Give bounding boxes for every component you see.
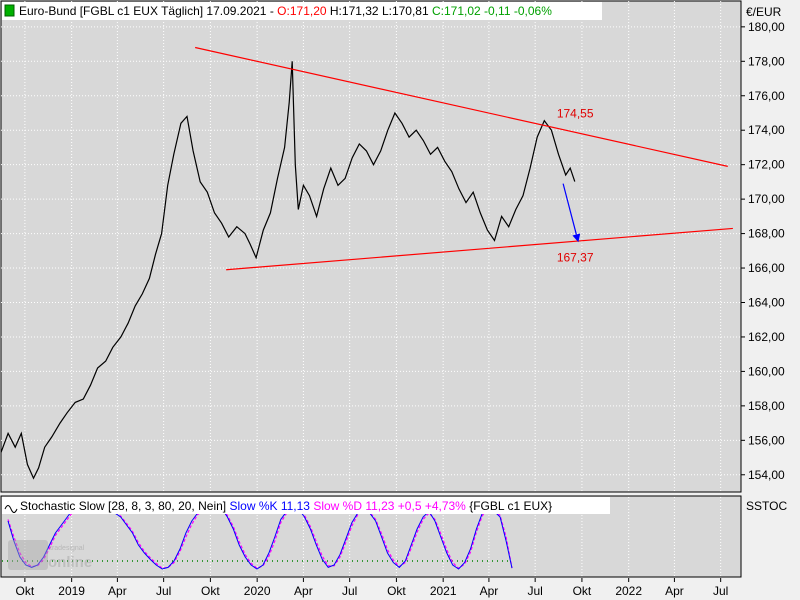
chart-header: Euro-Bund [FGBL c1 EUX Täglich] 17.09.20… — [19, 4, 552, 18]
stochastic-axis — [742, 496, 799, 577]
close-value: C:171,02 — [432, 4, 481, 18]
x-tick-label: Apr — [294, 584, 313, 598]
stochastic-header-bar — [2, 497, 610, 514]
time-axis[interactable] — [0, 578, 800, 600]
lower-trendline[interactable] — [226, 227, 733, 271]
y-tick-label: 174,00 — [748, 123, 785, 137]
x-tick-label: Okt — [573, 584, 592, 598]
y-tick-label: 172,00 — [748, 158, 785, 172]
x-tick-label: Apr — [665, 584, 684, 598]
x-tick-label: Apr — [108, 584, 127, 598]
x-tick-label: Okt — [201, 584, 220, 598]
x-grid-main — [24, 1, 722, 492]
y-tick-label: 162,00 — [748, 330, 785, 344]
x-tick-label: Okt — [16, 584, 35, 598]
y-tick-label: 156,00 — [748, 433, 785, 447]
header-bar — [2, 2, 602, 20]
high-value: H:171,32 — [330, 4, 379, 18]
change-value: -0,11 — [484, 4, 511, 18]
y-tick-label: 170,00 — [748, 192, 785, 206]
x-tick-label: 2021 — [430, 584, 457, 598]
chart-title: Euro-Bund [FGBL c1 EUX Täglich] 17.09.20… — [19, 4, 267, 18]
stochastic-k-value: Slow %K 11,13 — [229, 499, 310, 513]
y-tick-label: 178,00 — [748, 54, 785, 68]
x-tick-label: Jul — [527, 584, 542, 598]
forecast-arrow — [562, 183, 577, 235]
x-tick-label: Jul — [156, 584, 171, 598]
y-tick-label: 168,00 — [748, 227, 785, 241]
y-tick-label: 158,00 — [748, 399, 785, 413]
y-tick-label: 154,00 — [748, 468, 785, 482]
open-value: O:171,20 — [277, 4, 327, 18]
price-line — [0, 61, 576, 480]
y-tick-label: 180,00 — [748, 20, 785, 34]
x-tick-label: Apr — [480, 584, 499, 598]
change-pct-value: -0,06% — [514, 4, 552, 18]
x-tick-label: Jul — [713, 584, 728, 598]
stochastic-header: Stochastic Slow [28, 8, 3, 80, 20, Nein]… — [20, 499, 552, 513]
x-tick-label: Jul — [342, 584, 357, 598]
stochastic-axis-label: SSTOC — [746, 499, 787, 513]
upper-trendline[interactable] — [195, 46, 728, 167]
currency-label: €/EUR — [746, 5, 782, 19]
price-axis-ticks: 154,00 156,00 158,00 160,00 162,00 164,00 166,… — [741, 20, 785, 482]
instrument-color-icon — [4, 4, 15, 17]
price-axis[interactable] — [742, 1, 799, 492]
stochastic-d-value: Slow %D 11,23 +0,5 +4,73% — [313, 499, 466, 513]
y-tick-label: 166,00 — [748, 261, 785, 275]
stochastic-symbol: {FGBL c1 EUX} — [469, 499, 552, 513]
stochastic-name: Stochastic Slow [28, 8, 3, 80, 20, Nein] — [20, 499, 226, 513]
x-tick-label: 2020 — [244, 584, 271, 598]
time-axis-ticks: Okt 2019 Apr Jul Okt 2020 Apr Jul Okt 2021 Apr Jul O… — [16, 578, 728, 598]
low-value: L:170,81 — [382, 4, 429, 18]
y-tick-label: 176,00 — [748, 89, 785, 103]
x-tick-label: Okt — [387, 584, 406, 598]
svg-text:tradesignal: tradesignal — [50, 545, 85, 552]
y-tick-label: 160,00 — [748, 364, 785, 378]
stochastic-icon — [4, 505, 18, 513]
x-tick-label: 2019 — [58, 584, 85, 598]
price-panel[interactable] — [0, 0, 742, 493]
annotation-167-37: 167,37 — [557, 250, 594, 264]
forecast-arrow-head — [572, 233, 581, 243]
y-grid — [1, 26, 741, 476]
tradesignal-logo: tradesignal online — [8, 540, 92, 571]
y-tick-label: 164,00 — [748, 295, 785, 309]
annotation-174-55: 174,55 — [557, 107, 594, 121]
x-tick-label: 2022 — [615, 584, 642, 598]
svg-text:online: online — [48, 554, 92, 571]
